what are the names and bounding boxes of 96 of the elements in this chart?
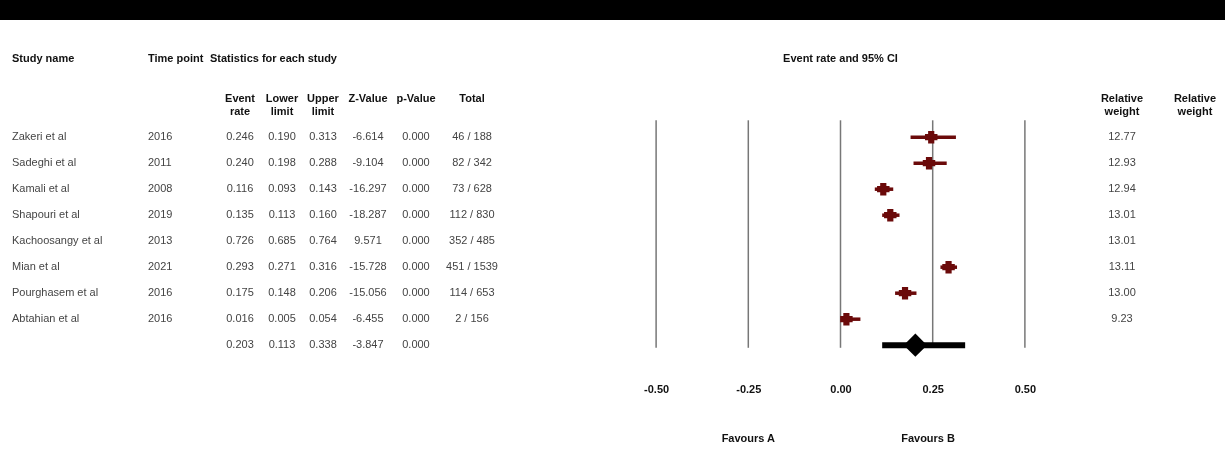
text: 0.000 — [402, 156, 430, 169]
text: 0.016 — [226, 312, 254, 325]
x-tick-label: 0.00 — [830, 383, 852, 396]
category-label: Kamali et al — [12, 182, 70, 195]
text: 0.005 — [268, 312, 296, 325]
text: 82 / 342 — [452, 156, 492, 169]
text: 0.313 — [309, 130, 337, 143]
text: 0.685 — [268, 234, 296, 247]
text: 2016 — [148, 130, 173, 143]
text: 0.175 — [226, 286, 254, 299]
text: 0.000 — [402, 312, 430, 325]
text: 12.77 — [1108, 130, 1136, 143]
text: 2021 — [148, 260, 173, 273]
category-label: Kachoosangy et al — [12, 234, 103, 247]
text: -15.728 — [349, 260, 387, 273]
text: -3.847 — [352, 338, 384, 351]
text: 2 / 156 — [455, 312, 489, 325]
text: 0.271 — [268, 260, 296, 273]
category-label: Time point — [148, 52, 204, 65]
text: 0.293 — [226, 260, 254, 273]
category-label: Z-Value — [348, 92, 388, 104]
category-label: Zakeri et al — [12, 130, 67, 143]
text: 0.190 — [268, 130, 296, 143]
text: 2016 — [148, 286, 173, 299]
text: 0.000 — [402, 234, 430, 247]
text: -6.455 — [352, 312, 384, 325]
text: 0.246 — [226, 130, 254, 143]
text: 2019 — [148, 208, 173, 221]
text: 0.000 — [402, 130, 430, 143]
text: 2013 — [148, 234, 173, 247]
text: 13.01 — [1108, 234, 1136, 247]
text: 0.148 — [268, 286, 296, 299]
text: -6.614 — [352, 130, 384, 143]
text: Study name — [12, 52, 75, 65]
text: 12.93 — [1108, 156, 1136, 169]
text: 13.00 — [1108, 286, 1136, 299]
text: 2011 — [148, 156, 172, 169]
text: 0.240 — [226, 156, 254, 169]
text: 0.726 — [226, 234, 254, 247]
text: -16.297 — [349, 182, 387, 195]
text: 9.571 — [354, 234, 382, 247]
text: -15.056 — [349, 286, 387, 299]
text: 73 / 628 — [452, 182, 492, 195]
text: 0.206 — [309, 286, 337, 299]
category-label: Abtahian et al — [12, 312, 80, 325]
text: 352 / 485 — [449, 234, 495, 247]
text: 0.000 — [402, 182, 430, 195]
category-label: Pourghasem et al — [12, 286, 99, 299]
text: 2008 — [148, 182, 173, 195]
category-label: p-Value — [396, 92, 436, 104]
text: 0.113 — [268, 208, 296, 221]
text: 0.000 — [402, 208, 430, 221]
category-label: Mian et al — [12, 260, 60, 273]
text: Statistics for each study — [210, 52, 338, 65]
category-label: Sadeghi et al — [12, 156, 77, 169]
text: 114 / 653 — [449, 286, 495, 299]
text: 0.113 — [268, 338, 296, 351]
category-label: Lower limit — [265, 92, 299, 117]
text: 0.160 — [309, 208, 337, 221]
text: 0.054 — [309, 312, 337, 325]
text: 451 / 1539 — [446, 260, 498, 273]
text: 0.143 — [309, 182, 337, 195]
text: Favours A — [721, 431, 776, 444]
text: 0.116 — [226, 182, 254, 195]
x-tick-label: 0.50 — [1014, 383, 1037, 396]
chart-title: Event rate and 95% CI — [783, 52, 898, 65]
text: 13.11 — [1108, 260, 1136, 273]
text: 0.764 — [309, 234, 337, 247]
text: 12.94 — [1108, 182, 1136, 195]
text: 0.203 — [226, 338, 254, 351]
text: -18.287 — [349, 208, 387, 221]
category-label: Event rate — [225, 92, 256, 117]
text: 0.288 — [309, 156, 337, 169]
category-label: Relative weight — [1100, 92, 1144, 117]
text: 0.135 — [226, 208, 254, 221]
text: 0.093 — [268, 182, 296, 195]
text: 0.338 — [309, 338, 337, 351]
text: 0.198 — [268, 156, 296, 169]
text: Favours B — [901, 431, 956, 444]
text: 13.01 — [1108, 208, 1136, 221]
category-label: Relative weight — [1173, 92, 1217, 117]
text: 0.000 — [402, 338, 430, 351]
category-label: Shapouri et al — [12, 208, 80, 221]
text: 0.000 — [402, 260, 430, 273]
category-label: Upper limit — [307, 92, 340, 117]
text: 46 / 188 — [452, 130, 492, 143]
text: -9.104 — [352, 156, 384, 169]
x-tick-label: -0.25 — [736, 383, 762, 396]
text: 0.316 — [309, 260, 337, 273]
x-tick-label: 0.25 — [922, 383, 944, 396]
category-label: Total — [459, 92, 485, 104]
text: 0.000 — [402, 286, 430, 299]
text: 9.23 — [1111, 312, 1133, 325]
x-tick-label: -0.50 — [644, 383, 670, 396]
text: 2016 — [148, 312, 173, 325]
text: 112 / 830 — [449, 208, 495, 221]
